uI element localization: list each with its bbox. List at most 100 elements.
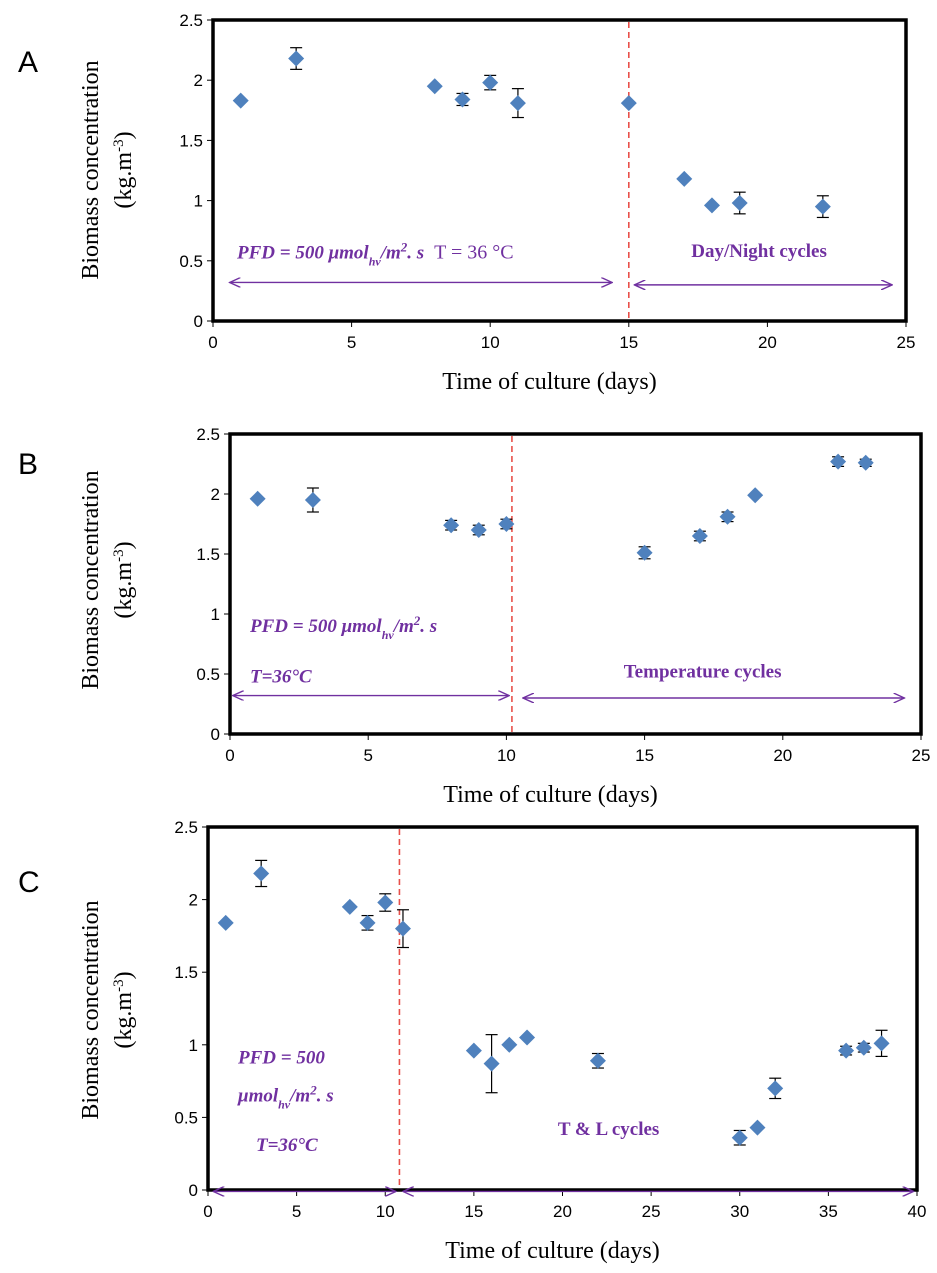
data-point [636,544,653,561]
x-axis-title: Time of culture (days) [443,782,657,808]
data-point [443,517,460,534]
plot-c: 0 0.5 1 1.5 2 2.5 0 5 10 15 20 25 30 35 40 Time of cult… [78,818,926,1264]
pfd-superscript: 2 [400,239,408,254]
panel-letter-c: C [18,866,40,899]
x-tick-label: 15 [619,333,638,352]
pfd-text: PFD = 500 μmol [236,242,369,263]
y-axis-title: Biomass concentration [78,470,104,689]
y-tick-label: 2.5 [179,11,203,30]
y-axis-unit-base: (kg.m [111,152,137,209]
y-tick-label: 2.5 [174,818,198,837]
x-tick-label: 10 [481,333,500,352]
y-axis-unit-close: ) [111,541,137,549]
y-axis-title: Biomass concentration [78,60,104,279]
x-tick-label: 30 [730,1202,749,1221]
panel-letter-b: B [18,448,38,481]
data-point [814,198,831,215]
y-tick-label: 0.5 [174,1108,198,1127]
data-point [498,516,515,532]
y-tick-label: 1 [194,192,203,211]
y-tick-label: 1.5 [196,545,220,564]
x-tick-label: 10 [497,746,516,765]
data-point [426,78,443,95]
data-point [509,95,526,112]
data-point [341,898,358,915]
pfd-subscript: hv [382,628,395,642]
x-tick-label: 25 [897,333,916,352]
y-tick-label: 2.5 [196,425,220,444]
pfd-superscript: 2 [413,613,421,628]
pfd-unit: /m [288,1085,310,1106]
temperature-label: T=36°C [256,1135,318,1156]
panel-letter-a: A [18,46,38,79]
y-axis-unit: (kg.m-3) [111,971,137,1048]
data-point [253,865,270,882]
y-tick-label: 1.5 [179,131,203,150]
x-tick-label: 0 [225,746,234,765]
data-point [519,1029,536,1046]
x-tick-label: 5 [363,746,372,765]
pfd-text: PFD = 500 μmol [249,616,382,637]
y-axis-unit-exponent: -3 [111,139,127,152]
panel-c: C 0 0.5 1 1.5 2 2.5 0 5 10 15 20 25 30 35 40 Time of cu… [18,818,926,1264]
y-tick-label: 2 [194,71,203,90]
y-axis-unit-close: ) [111,971,137,979]
x-tick-label: 25 [912,746,931,765]
x-axis-title: Time of culture (days) [445,1238,659,1264]
data-point [838,1042,855,1059]
data-point [232,92,249,109]
data-point [855,1039,872,1056]
pfd-superscript: 2 [309,1082,317,1097]
data-point [359,914,376,931]
x-tick-label: 10 [376,1202,395,1221]
data-point [691,528,708,544]
y-axis-unit-close: ) [111,131,137,139]
temperature-label: T=36°C [250,666,312,687]
data-point [454,91,471,108]
y-axis-title: Biomass concentration [78,900,104,1119]
y-axis-unit-exponent: -3 [111,549,127,562]
plot-frame [228,432,923,736]
pfd-text: μmol [237,1085,279,1106]
y-tick-label: 0 [211,725,220,744]
data-point [749,1119,766,1136]
x-tick-label: 0 [203,1202,212,1221]
x-tick-label: 40 [908,1202,927,1221]
x-tick-label: 25 [642,1202,661,1221]
plot-a: 0 0.5 1 1.5 2 2.5 0 5 10 15 20 25 Time of culture (d… [78,11,915,395]
data-point [731,195,748,212]
data-point [857,454,874,471]
y-tick-label: 1 [189,1036,198,1055]
x-axis-title: Time of culture (days) [442,369,656,395]
x-tick-label: 20 [773,746,792,765]
condition-label-pfd: PFD = 500 μmolhv/m2. s T = 36 °C [236,239,514,269]
data-point [830,453,847,470]
data-point [288,50,305,67]
condition-label-pfd: PFD = 500 μmolhv/m2. s [249,613,437,643]
y-tick-label: 0 [189,1181,198,1200]
phase-label-right: Day/Night cycles [691,241,827,262]
y-axis-unit: (kg.m-3) [111,541,137,618]
panel-a: A 0 0.5 1 1.5 2 2.5 0 5 10 15 20 25 Time of culture … [18,11,915,395]
data-point [217,914,234,931]
x-tick-label: 20 [758,333,777,352]
phase-label-right: T & L cycles [558,1119,660,1140]
y-axis-unit-base: (kg.m [111,992,137,1049]
y-tick-label: 2 [211,485,220,504]
pfd-unit: /m [379,242,401,263]
condition-label-pfd-unit: μmolhv/m2. s [237,1082,334,1112]
panel-b: B 0 0.5 1 1.5 2 2.5 0 5 10 15 20 25 Time of culture … [18,425,930,808]
y-tick-label: 0.5 [179,252,203,271]
pfd-end: . s [317,1085,334,1106]
data-point [482,74,499,91]
data-point [719,508,736,525]
plot-frame [211,18,908,323]
data-point [249,490,266,507]
y-axis-unit-exponent: -3 [111,979,127,992]
y-tick-label: 1.5 [174,963,198,982]
data-point [465,1042,482,1059]
x-tick-label: 15 [464,1202,483,1221]
data-point [747,487,764,504]
data-point [620,95,637,112]
